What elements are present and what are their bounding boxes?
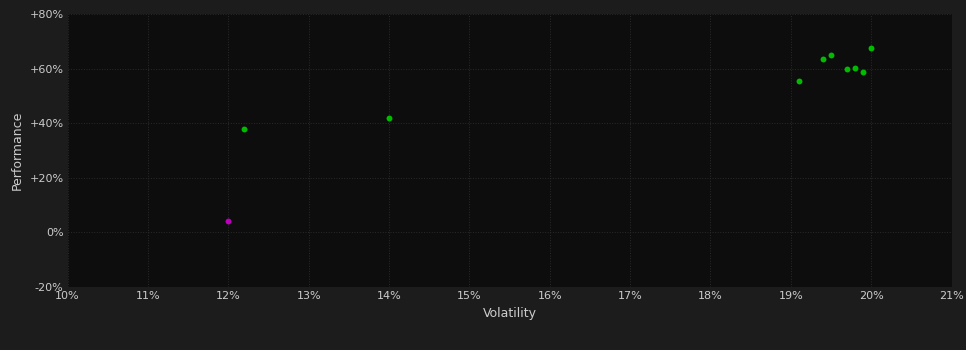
Point — [856, 69, 871, 75]
Point — [839, 66, 855, 72]
Point — [847, 65, 863, 71]
Point — [237, 126, 252, 132]
Point — [815, 56, 831, 62]
Point — [791, 78, 807, 84]
Point — [864, 45, 879, 51]
Point — [382, 115, 397, 120]
Y-axis label: Performance: Performance — [11, 111, 24, 190]
Point — [220, 219, 236, 224]
Point — [823, 53, 838, 58]
X-axis label: Volatility: Volatility — [483, 307, 536, 320]
